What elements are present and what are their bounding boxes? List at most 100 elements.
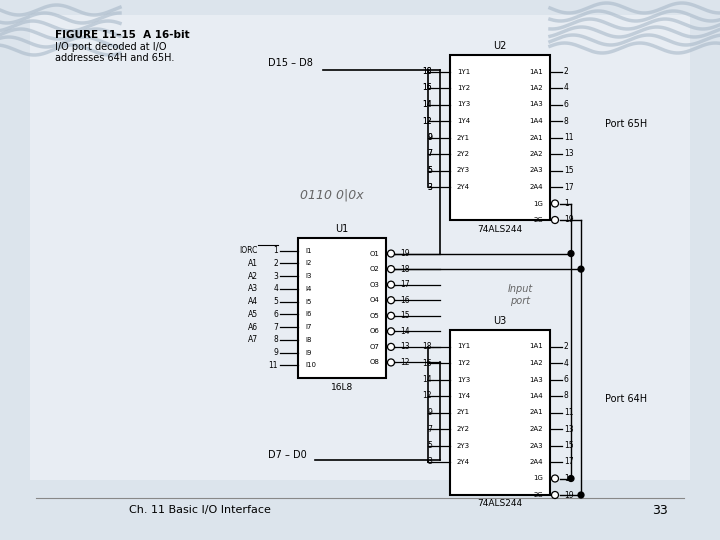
Bar <box>450 330 550 495</box>
Text: 2A3: 2A3 <box>529 442 543 449</box>
Text: 18: 18 <box>423 67 432 76</box>
Text: 1: 1 <box>564 199 569 208</box>
Text: U3: U3 <box>493 316 507 326</box>
Text: I4: I4 <box>305 286 311 292</box>
Text: 2A1: 2A1 <box>529 134 543 140</box>
Circle shape <box>552 475 559 482</box>
Text: U1: U1 <box>336 224 348 234</box>
Text: Input
port: Input port <box>508 284 533 306</box>
Text: 4: 4 <box>273 285 278 293</box>
Text: I/O port decoded at I/O: I/O port decoded at I/O <box>55 42 166 52</box>
Bar <box>298 238 386 378</box>
Text: 15: 15 <box>400 311 410 320</box>
Text: 6: 6 <box>564 100 569 109</box>
Text: 1Y4: 1Y4 <box>457 118 470 124</box>
Text: 14: 14 <box>423 100 432 109</box>
Circle shape <box>387 312 395 319</box>
Text: O5: O5 <box>369 313 379 319</box>
Text: O3: O3 <box>369 282 379 288</box>
Text: 2Y4: 2Y4 <box>457 459 470 465</box>
Text: 2Y3: 2Y3 <box>457 167 470 173</box>
Text: A2: A2 <box>248 272 258 281</box>
Text: D15 – D8: D15 – D8 <box>268 58 313 68</box>
Text: O2: O2 <box>369 266 379 272</box>
Text: 5: 5 <box>427 166 432 175</box>
Text: Port 65H: Port 65H <box>605 119 647 129</box>
Text: 1G: 1G <box>533 476 543 482</box>
Text: FIGURE 11–15  A 16-bit: FIGURE 11–15 A 16-bit <box>55 30 189 40</box>
Bar <box>450 55 550 220</box>
Text: Ch. 11 Basic I/O Interface: Ch. 11 Basic I/O Interface <box>129 505 271 515</box>
Text: I5: I5 <box>305 299 311 305</box>
Text: 8: 8 <box>564 117 569 125</box>
Text: 4: 4 <box>564 359 569 368</box>
Text: 74ALS244: 74ALS244 <box>477 225 523 233</box>
Circle shape <box>387 281 395 288</box>
Text: IORC: IORC <box>240 246 258 255</box>
Text: 2A1: 2A1 <box>529 409 543 415</box>
Text: 2Y1: 2Y1 <box>457 134 470 140</box>
Circle shape <box>552 491 559 498</box>
Text: 13: 13 <box>564 150 574 159</box>
Text: O7: O7 <box>369 344 379 350</box>
Text: 17: 17 <box>564 457 574 467</box>
Text: 2Y2: 2Y2 <box>457 151 470 157</box>
Text: 2A4: 2A4 <box>529 459 543 465</box>
Text: 13: 13 <box>564 424 574 434</box>
Text: 13: 13 <box>400 342 410 352</box>
Text: 1Y3: 1Y3 <box>457 376 470 382</box>
Text: 19: 19 <box>564 215 574 225</box>
Text: 5: 5 <box>427 166 432 175</box>
Text: I9: I9 <box>305 349 312 355</box>
Text: 74ALS244: 74ALS244 <box>477 500 523 509</box>
Text: I7: I7 <box>305 324 312 330</box>
Text: 4: 4 <box>564 84 569 92</box>
Circle shape <box>578 492 584 498</box>
Text: 9: 9 <box>427 408 432 417</box>
Text: 7: 7 <box>427 150 432 159</box>
Circle shape <box>552 200 559 207</box>
Text: 33: 33 <box>652 503 668 516</box>
Text: 1A3: 1A3 <box>529 376 543 382</box>
Text: 14: 14 <box>423 375 432 384</box>
Text: 16: 16 <box>423 359 432 368</box>
Text: 0110 0|0x: 0110 0|0x <box>300 188 364 201</box>
Text: 2: 2 <box>274 259 278 268</box>
Text: 2A4: 2A4 <box>529 184 543 190</box>
Text: I2: I2 <box>305 260 311 266</box>
Text: 2Y3: 2Y3 <box>457 442 470 449</box>
Text: I8: I8 <box>305 337 312 343</box>
Text: A5: A5 <box>248 310 258 319</box>
Text: 2A3: 2A3 <box>529 167 543 173</box>
Circle shape <box>568 476 574 482</box>
Text: I6: I6 <box>305 312 312 318</box>
Text: 3: 3 <box>427 457 432 467</box>
Text: I10: I10 <box>305 362 316 368</box>
Text: A7: A7 <box>248 335 258 345</box>
Text: 1G: 1G <box>533 200 543 206</box>
Text: O6: O6 <box>369 328 379 334</box>
Circle shape <box>387 328 395 335</box>
Text: 6: 6 <box>564 375 569 384</box>
Text: I3: I3 <box>305 273 312 279</box>
Text: A1: A1 <box>248 259 258 268</box>
Circle shape <box>578 266 584 272</box>
Text: 9: 9 <box>427 133 432 142</box>
Text: 2G: 2G <box>534 492 543 498</box>
Text: 8: 8 <box>564 392 569 401</box>
Text: 2: 2 <box>564 342 569 351</box>
Text: O1: O1 <box>369 251 379 256</box>
Text: 18: 18 <box>400 265 410 274</box>
Text: 12: 12 <box>423 392 432 401</box>
Text: 12: 12 <box>400 358 410 367</box>
Text: 1A1: 1A1 <box>529 69 543 75</box>
Bar <box>30 15 690 480</box>
Text: 7: 7 <box>273 322 278 332</box>
Circle shape <box>387 266 395 273</box>
Text: 16: 16 <box>400 296 410 305</box>
Text: 12: 12 <box>423 117 432 125</box>
Text: 3: 3 <box>273 272 278 281</box>
Text: 1Y1: 1Y1 <box>457 343 470 349</box>
Text: 16: 16 <box>423 84 432 92</box>
Circle shape <box>387 250 395 257</box>
